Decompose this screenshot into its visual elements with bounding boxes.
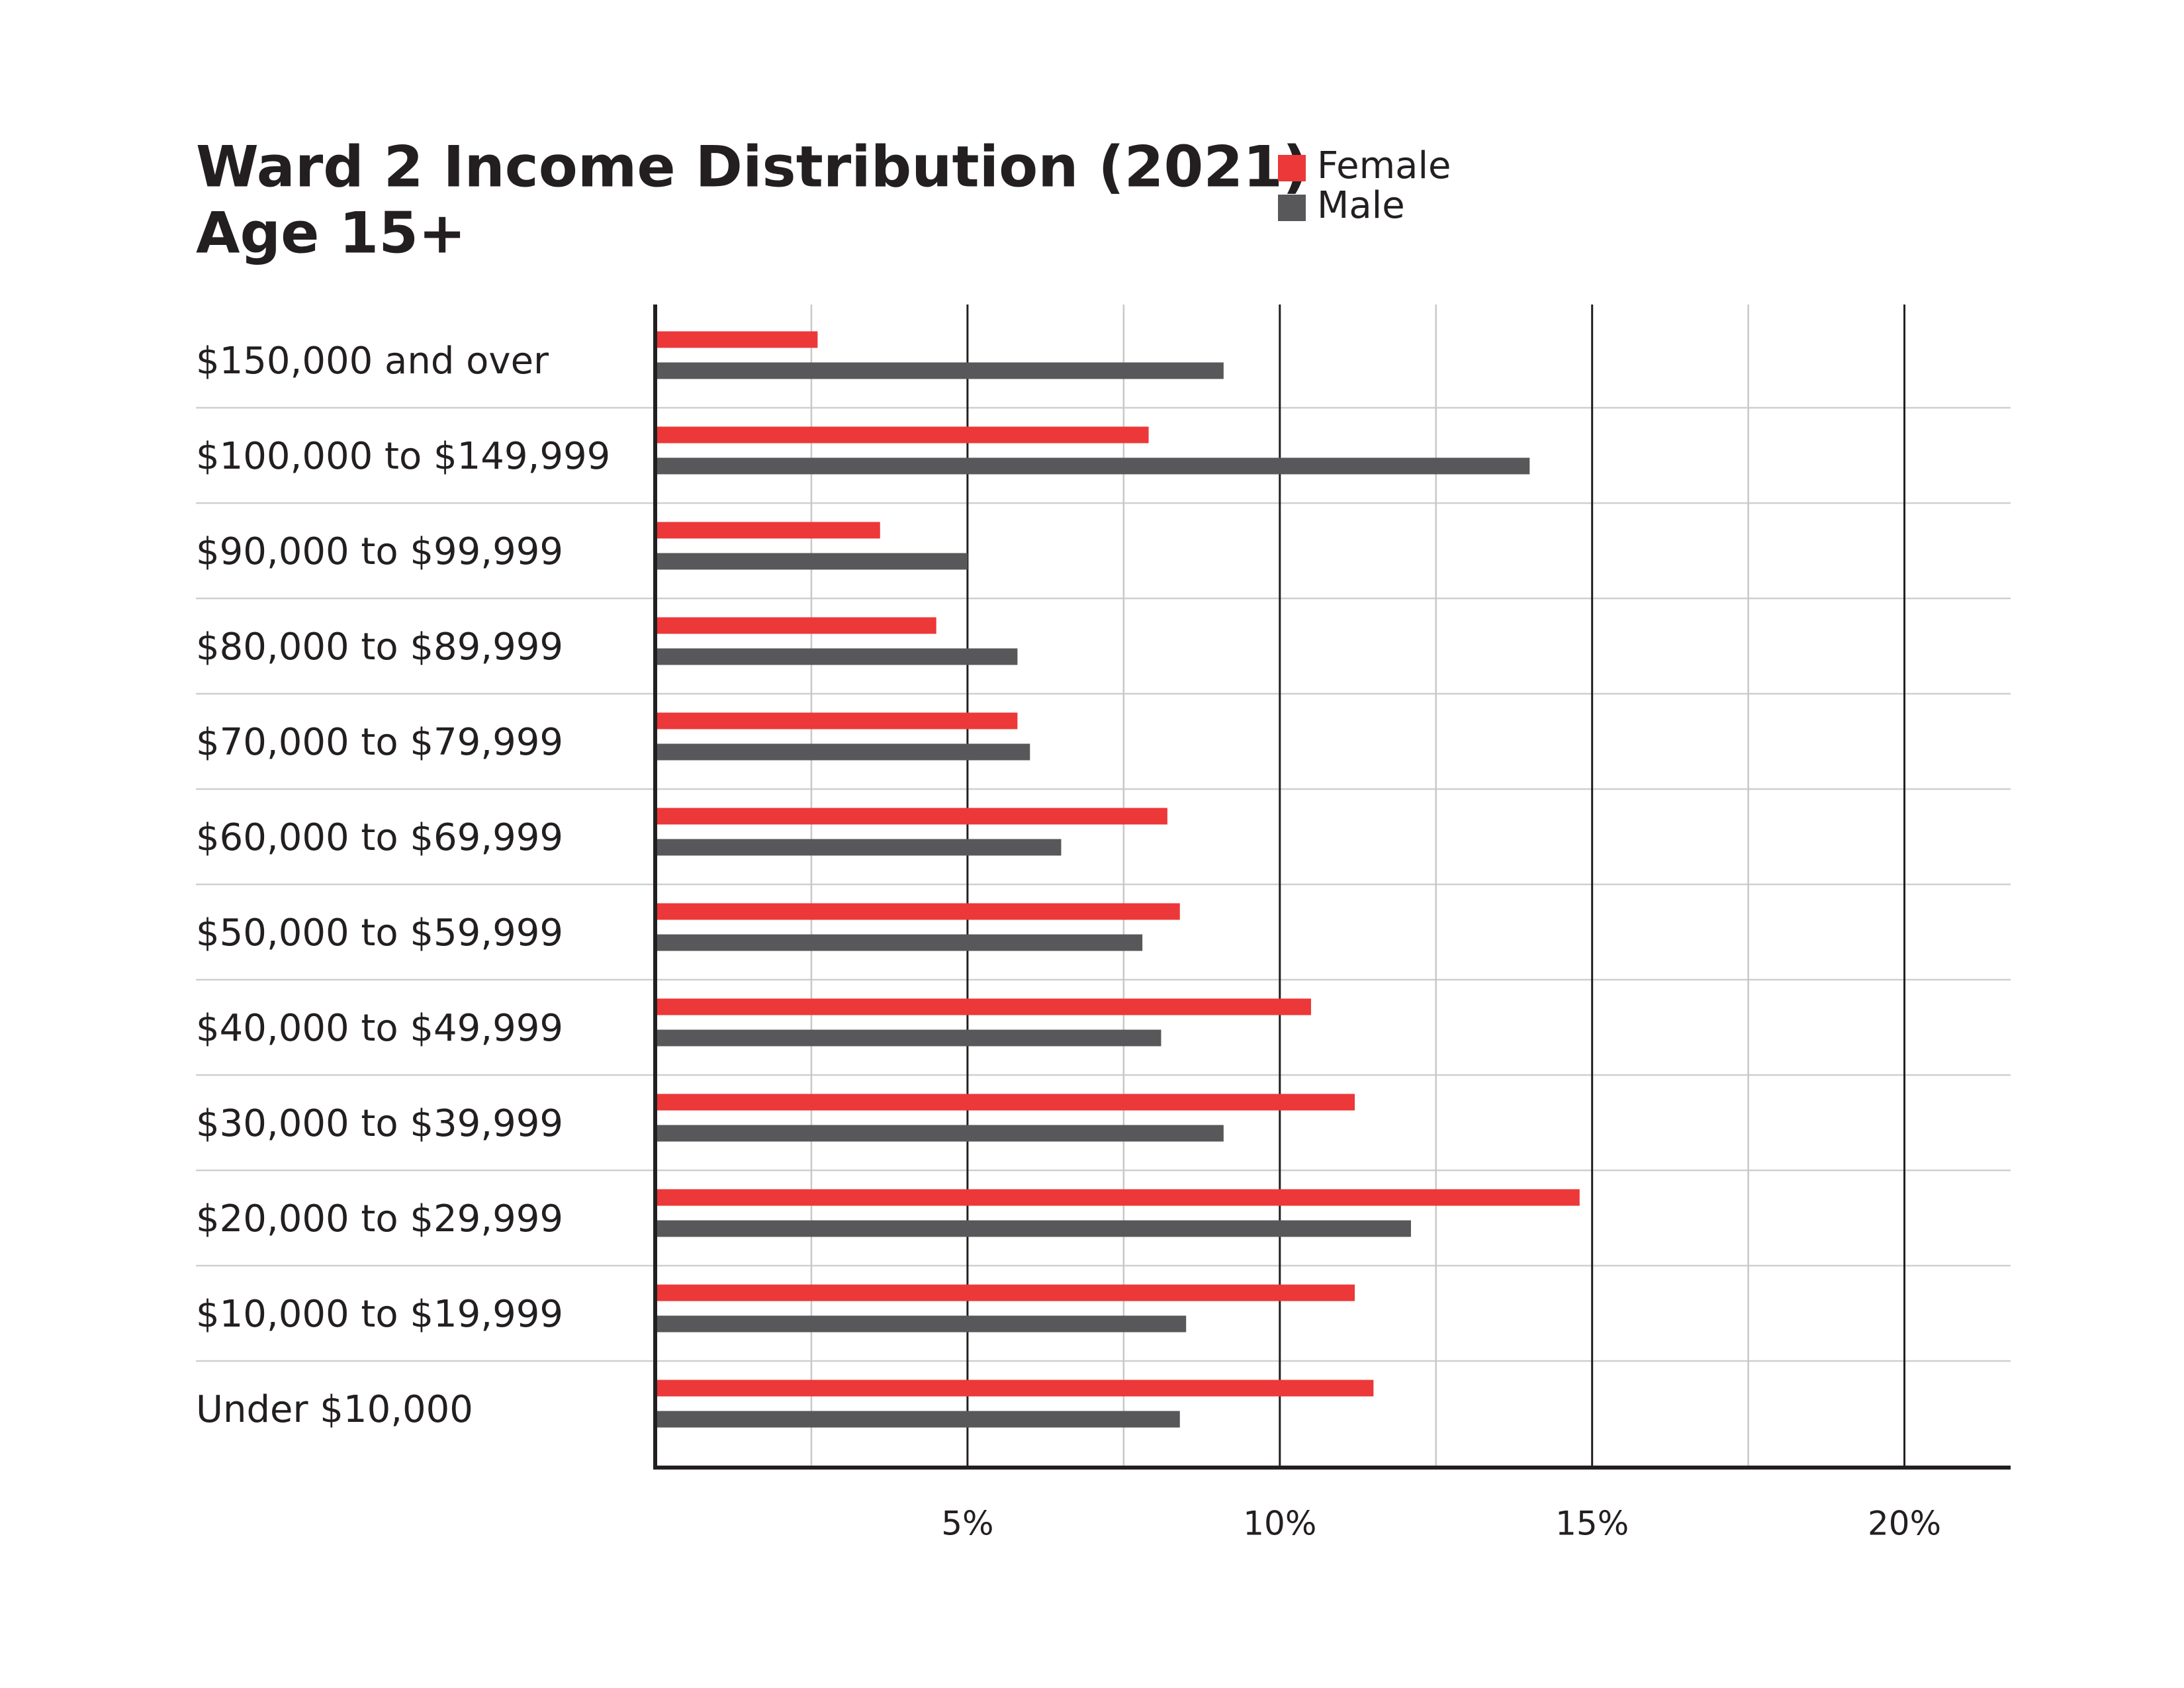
y-tick-label: $80,000 to $89,999 [196, 626, 563, 669]
legend-label: Male [1317, 184, 1405, 227]
bar [655, 998, 1311, 1015]
bar [655, 808, 1167, 825]
bar [655, 903, 1180, 920]
bar [655, 1411, 1180, 1428]
y-tick-label: Under $10,000 [196, 1388, 473, 1431]
legend-label: Female [1317, 144, 1451, 187]
bar [655, 553, 968, 570]
bar [655, 1125, 1224, 1142]
bar [655, 1220, 1411, 1237]
bar [655, 522, 880, 539]
bar [655, 426, 1149, 444]
y-tick-label: $20,000 to $29,999 [196, 1197, 563, 1241]
bar [655, 712, 1018, 729]
y-tick-label: $50,000 to $59,999 [196, 912, 563, 955]
x-tick-label: 5% [941, 1505, 993, 1543]
y-tick-label: $30,000 to $39,999 [196, 1102, 563, 1145]
x-tick-label: 10% [1243, 1505, 1316, 1543]
bar [655, 648, 1018, 665]
y-tick-label: $70,000 to $79,999 [196, 721, 563, 764]
bar [655, 1029, 1161, 1047]
bar [655, 839, 1062, 856]
bar [655, 1315, 1187, 1333]
x-tick-label: 20% [1868, 1505, 1941, 1543]
bar [655, 1189, 1580, 1206]
chart-title: Ward 2 Income Distribution (2021) [196, 134, 1308, 200]
legend-swatch [1278, 195, 1306, 221]
bar [655, 1284, 1355, 1301]
y-tick-label: $60,000 to $69,999 [196, 816, 563, 859]
legend-swatch [1278, 155, 1306, 181]
y-tick-label: $10,000 to $19,999 [196, 1293, 563, 1336]
x-tick-label: 15% [1555, 1505, 1629, 1543]
bar [655, 331, 818, 348]
y-tick-label: $40,000 to $49,999 [196, 1007, 563, 1050]
bar [655, 362, 1224, 379]
bar [655, 617, 936, 634]
bar [655, 1380, 1374, 1397]
bar [655, 743, 1030, 761]
bar [655, 934, 1143, 951]
bar [655, 1094, 1355, 1111]
y-tick-label: $90,000 to $99,999 [196, 530, 563, 573]
chart-subtitle: Age 15+ [196, 200, 466, 266]
y-tick-label: $100,000 to $149,999 [196, 435, 610, 478]
y-tick-label: $150,000 and over [196, 340, 549, 383]
bar [655, 457, 1530, 475]
